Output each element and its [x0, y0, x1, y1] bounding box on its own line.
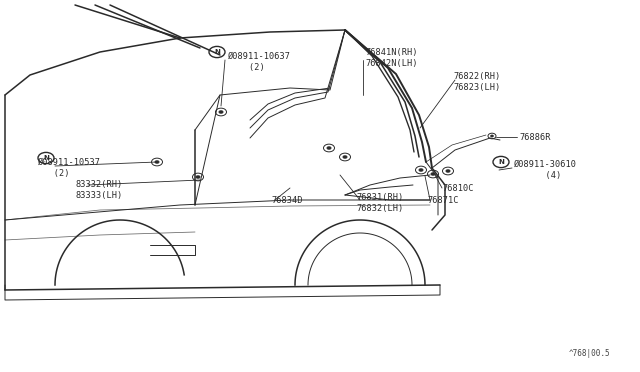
Text: N: N: [498, 159, 504, 165]
Ellipse shape: [155, 160, 159, 164]
Text: 83332(RH)
83333(LH): 83332(RH) 83333(LH): [76, 180, 124, 200]
Ellipse shape: [431, 173, 435, 176]
Text: Ø08911-10637
    (2): Ø08911-10637 (2): [228, 52, 291, 72]
Ellipse shape: [343, 155, 347, 158]
Text: Ø08911-10537
   (2): Ø08911-10537 (2): [38, 158, 101, 178]
Text: 76834D: 76834D: [271, 196, 303, 205]
Ellipse shape: [446, 170, 450, 173]
Text: Ø08911-30610
      (4): Ø08911-30610 (4): [514, 160, 577, 180]
Text: 76822(RH)
76823(LH): 76822(RH) 76823(LH): [453, 72, 500, 92]
Ellipse shape: [219, 110, 223, 113]
Ellipse shape: [419, 169, 423, 171]
Text: N: N: [43, 155, 49, 161]
Text: ^768|00.5: ^768|00.5: [568, 349, 610, 358]
Text: N: N: [214, 49, 220, 55]
Text: 76831(RH)
76832(LH): 76831(RH) 76832(LH): [356, 193, 403, 213]
Ellipse shape: [490, 135, 493, 137]
Ellipse shape: [196, 176, 200, 179]
Ellipse shape: [327, 147, 332, 150]
Text: 76871C: 76871C: [427, 196, 458, 205]
Text: 76886R: 76886R: [519, 133, 550, 142]
Text: 76841N(RH)
76842N(LH): 76841N(RH) 76842N(LH): [365, 48, 417, 68]
Text: 76810C: 76810C: [442, 184, 474, 193]
